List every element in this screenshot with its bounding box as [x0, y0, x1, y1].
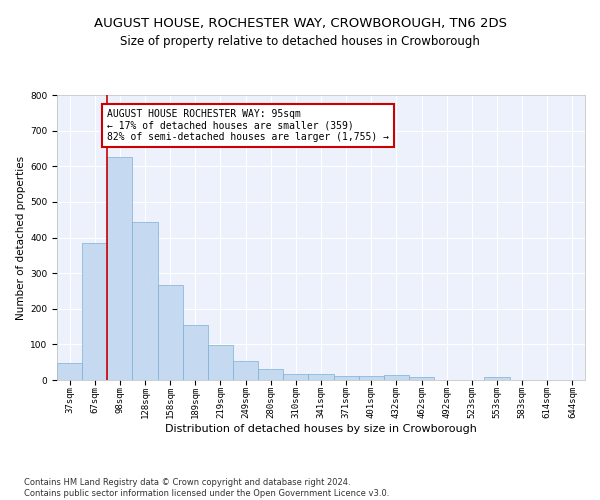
Bar [82, 243, 107, 380]
Bar [258, 370, 283, 380]
Bar [283, 374, 308, 380]
Bar [484, 377, 509, 380]
Bar [308, 374, 334, 380]
Bar [107, 158, 133, 380]
Text: Size of property relative to detached houses in Crowborough: Size of property relative to detached ho… [120, 35, 480, 48]
Bar [158, 284, 183, 380]
Bar [233, 362, 258, 380]
Text: Contains HM Land Registry data © Crown copyright and database right 2024.
Contai: Contains HM Land Registry data © Crown c… [24, 478, 389, 498]
Bar [133, 222, 158, 380]
Bar [208, 345, 233, 380]
Bar [384, 374, 409, 380]
Bar [409, 377, 434, 380]
Text: AUGUST HOUSE, ROCHESTER WAY, CROWBOROUGH, TN6 2DS: AUGUST HOUSE, ROCHESTER WAY, CROWBOROUGH… [94, 18, 506, 30]
Text: AUGUST HOUSE ROCHESTER WAY: 95sqm
← 17% of detached houses are smaller (359)
82%: AUGUST HOUSE ROCHESTER WAY: 95sqm ← 17% … [107, 110, 389, 142]
Bar [334, 376, 359, 380]
Y-axis label: Number of detached properties: Number of detached properties [16, 156, 26, 320]
Bar [57, 364, 82, 380]
X-axis label: Distribution of detached houses by size in Crowborough: Distribution of detached houses by size … [165, 424, 477, 434]
Bar [183, 325, 208, 380]
Bar [359, 376, 384, 380]
